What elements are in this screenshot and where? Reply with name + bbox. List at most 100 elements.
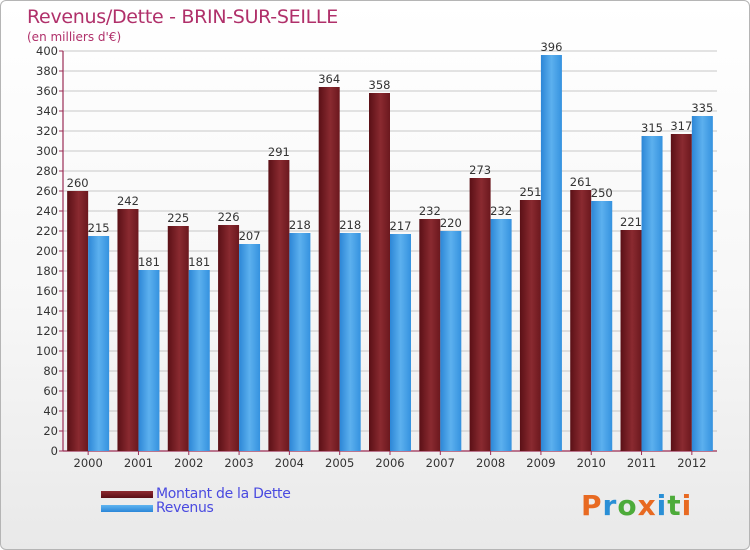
revenus-bar-label: 218 [339, 218, 361, 232]
x-tick-label: 2008 [476, 456, 505, 470]
dette-bar-label: 221 [620, 215, 642, 229]
y-tick-label: 200 [36, 244, 58, 258]
revenus-bar-label: 218 [289, 218, 311, 232]
x-tick-label: 2010 [577, 456, 606, 470]
y-tick-label: 80 [43, 364, 58, 378]
legend-label-dette: Montant de la Dette [156, 486, 291, 502]
dette-bar [218, 225, 240, 451]
y-tick-label: 260 [36, 184, 58, 198]
revenus-bar-label: 335 [691, 101, 713, 115]
revenus-bar [339, 233, 361, 451]
logo-letter: o [617, 489, 638, 522]
y-tick-label: 20 [43, 424, 58, 438]
revenus-bar-label: 315 [641, 121, 663, 135]
proxiti-logo: Proxiti [581, 489, 692, 522]
logo-letter: r [602, 489, 618, 522]
dette-bar-label: 232 [419, 204, 441, 218]
dette-bar-label: 364 [318, 72, 340, 86]
logo-letter: t [667, 489, 682, 522]
legend-swatch-dette [101, 490, 153, 498]
revenus-bar-label: 220 [440, 216, 462, 230]
revenus-bar [440, 231, 462, 451]
logo-letter: P [581, 489, 603, 522]
logo-letter: i [656, 489, 668, 522]
x-tick-label: 2012 [677, 456, 706, 470]
y-tick-label: 220 [36, 224, 58, 238]
dette-bar [570, 190, 592, 451]
dette-bar [369, 93, 390, 451]
revenus-bar [289, 233, 311, 451]
revenus-bar [691, 116, 713, 451]
legend-item-revenus: Revenus [101, 500, 214, 516]
x-tick-label: 2000 [74, 456, 103, 470]
dette-bar [469, 178, 491, 451]
dette-bar-label: 226 [218, 210, 240, 224]
dette-bar [670, 134, 692, 451]
legend-label-revenus: Revenus [156, 500, 214, 516]
revenus-bar [138, 270, 160, 451]
y-tick-label: 0 [51, 444, 58, 458]
dette-bar [419, 219, 441, 451]
dette-bar-label: 260 [67, 176, 89, 190]
logo-letter: x [637, 489, 657, 522]
dette-bar-label: 225 [167, 211, 189, 225]
x-tick-label: 2006 [375, 456, 404, 470]
revenus-bar [88, 236, 110, 451]
x-tick-label: 2007 [426, 456, 455, 470]
x-tick-label: 2003 [224, 456, 253, 470]
y-tick-label: 160 [36, 284, 58, 298]
x-tick-label: 2009 [526, 456, 555, 470]
revenus-bar-label: 232 [490, 204, 512, 218]
y-tick-label: 320 [36, 124, 58, 138]
dette-bar-label: 261 [570, 175, 592, 189]
revenus-bar [390, 234, 411, 451]
revenus-bar-label: 250 [591, 186, 613, 200]
revenus-bar-label: 396 [540, 40, 562, 54]
dette-bar [117, 209, 139, 451]
dette-bar-label: 358 [369, 78, 391, 92]
revenus-bar [490, 219, 512, 451]
dette-bar [620, 230, 642, 451]
y-tick-label: 240 [36, 204, 58, 218]
dette-bar [519, 200, 541, 451]
dette-bar [167, 226, 189, 451]
y-tick-label: 380 [36, 64, 58, 78]
x-tick-label: 2005 [325, 456, 354, 470]
dette-bar-label: 251 [519, 185, 541, 199]
revenus-bar-label: 181 [188, 255, 210, 269]
legend-item-dette: Montant de la Dette [101, 486, 291, 502]
y-tick-label: 100 [36, 344, 58, 358]
revenus-bar-label: 207 [239, 229, 261, 243]
revenus-bar [641, 136, 663, 451]
y-tick-label: 40 [43, 404, 58, 418]
revenus-bar-label: 217 [390, 219, 412, 233]
dette-bar [318, 87, 340, 451]
revenus-bar-label: 181 [138, 255, 160, 269]
x-tick-label: 2004 [275, 456, 304, 470]
y-tick-label: 140 [36, 304, 58, 318]
y-tick-label: 60 [43, 384, 58, 398]
dette-bar [67, 191, 89, 451]
dette-bar-label: 317 [670, 119, 692, 133]
revenus-bar-label: 215 [88, 221, 110, 235]
y-tick-label: 180 [36, 264, 58, 278]
dette-bar-label: 291 [268, 145, 290, 159]
revenus-bar [591, 201, 613, 451]
dette-bar [268, 160, 290, 451]
x-tick-label: 2001 [124, 456, 153, 470]
revenus-bar [188, 270, 210, 451]
revenus-bar [540, 55, 562, 451]
revenus-bar [239, 244, 261, 451]
chart-subtitle: (en milliers d'€) [27, 30, 122, 44]
y-tick-label: 400 [36, 44, 58, 58]
x-tick-label: 2002 [174, 456, 203, 470]
legend-swatch-revenus [101, 504, 153, 512]
x-tick-label: 2011 [627, 456, 656, 470]
y-tick-label: 300 [36, 144, 58, 158]
logo-letter: i [681, 489, 693, 522]
y-tick-label: 360 [36, 84, 58, 98]
dette-bar-label: 273 [469, 163, 491, 177]
y-tick-label: 120 [36, 324, 58, 338]
